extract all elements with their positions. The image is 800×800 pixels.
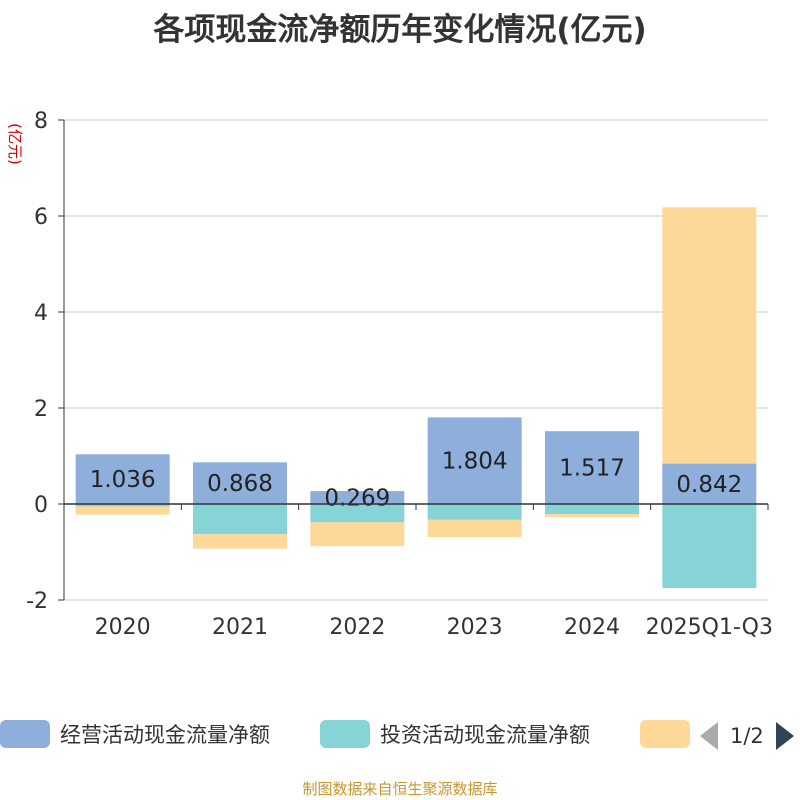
- bar-series2-2024: [545, 514, 639, 517]
- bar-series0-2025Q1-Q3: [662, 463, 757, 504]
- bar-series1-2022: [310, 504, 405, 523]
- legend-page-indicator: 1/2: [730, 724, 764, 748]
- y-tick-label: 2: [34, 397, 48, 422]
- bar-series2-2022: [310, 522, 405, 547]
- legend-item-third[interactable]: [640, 714, 690, 754]
- bar-series0-2020: [75, 454, 170, 504]
- data-label: 0.269: [324, 486, 390, 512]
- legend-pager: 1/2: [700, 718, 794, 754]
- bar-series2-2020: [75, 506, 170, 515]
- y-tick-label: 4: [34, 301, 48, 326]
- x-tick-label: 2021: [212, 615, 268, 640]
- data-label: 0.868: [207, 471, 273, 497]
- legend-swatch-third: [640, 720, 690, 748]
- y-tick-label: 8: [34, 109, 48, 134]
- legend-item-operating[interactable]: 经营活动现金流量净额: [0, 714, 270, 754]
- legend-label-investing: 投资活动现金流量净额: [380, 723, 590, 747]
- x-tick-label: 2020: [95, 615, 151, 640]
- legend: 经营活动现金流量净额 投资活动现金流量净额 1/2: [0, 714, 800, 758]
- bar-series2-2021: [193, 534, 287, 549]
- bar-series1-2020: [75, 504, 170, 507]
- legend-label-operating: 经营活动现金流量净额: [60, 723, 270, 747]
- stacked-bar-chart: -2 0 2 4 6 8 (亿元) 1.036 0.868 0.269 1.804 1.517 0.84…: [6, 109, 773, 640]
- legend-next-page-icon[interactable]: [775, 722, 794, 750]
- bar-series0-2022: [310, 491, 405, 504]
- data-label: 1.036: [90, 467, 156, 493]
- bar-series0-2023: [427, 417, 522, 504]
- y-tick-label: -2: [26, 589, 48, 614]
- bar-series0-2024: [545, 431, 639, 504]
- bar-series1-2025Q1-Q3: [662, 504, 757, 588]
- x-tick-label: 2023: [447, 615, 503, 640]
- legend-swatch-operating: [0, 720, 50, 748]
- x-tick-label: 2025Q1-Q3: [646, 615, 773, 640]
- legend-swatch-investing: [320, 720, 370, 748]
- legend-prev-page-icon[interactable]: [700, 722, 718, 750]
- chart-title: 各项现金流净额历年变化情况(亿元): [153, 12, 647, 48]
- legend-item-investing[interactable]: 投资活动现金流量净额: [320, 714, 590, 754]
- data-label: 0.842: [676, 472, 742, 498]
- data-label: 1.804: [442, 449, 508, 475]
- bar-series2-2023: [427, 519, 522, 538]
- bar-series1-2021: [193, 504, 287, 535]
- data-source-note: 制图数据来自恒生聚源数据库: [302, 780, 498, 798]
- bar-series1-2023: [427, 504, 522, 520]
- y-axis-title: (亿元): [6, 123, 24, 165]
- bar-series1-2024: [545, 504, 639, 515]
- bar-series2-2025Q1-Q3: [662, 207, 757, 464]
- y-tick-label: 0: [34, 493, 48, 518]
- data-label: 1.517: [559, 456, 625, 482]
- y-tick-label: 6: [34, 205, 48, 230]
- x-tick-label: 2024: [564, 615, 620, 640]
- x-tick-label: 2022: [329, 615, 385, 640]
- bar-series0-2021: [193, 462, 287, 504]
